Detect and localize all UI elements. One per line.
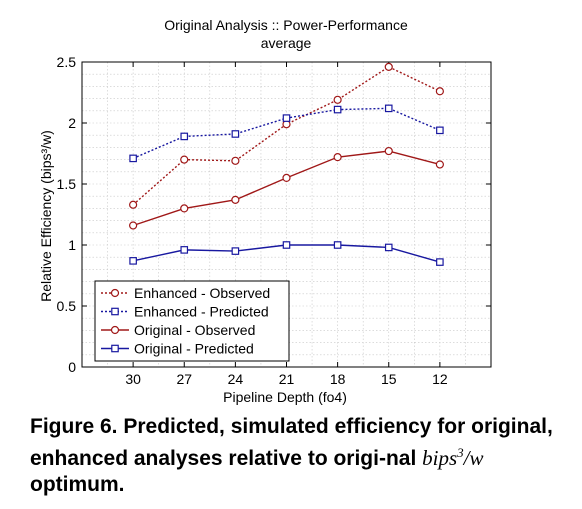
data-point	[282, 114, 291, 122]
x-tick-label: 18	[330, 371, 346, 387]
data-point	[129, 200, 138, 209]
data-point	[333, 241, 342, 249]
y-tick-label: 1	[68, 237, 76, 253]
data-point	[333, 95, 342, 104]
data-point	[282, 173, 291, 182]
chart-title: Original Analysis :: Power-Performance	[164, 17, 408, 33]
data-point	[384, 62, 393, 71]
data-point	[180, 155, 189, 164]
caption-text: Figure 6. Predicted, simulated efficienc…	[30, 415, 553, 470]
caption-math-exp: 3	[457, 445, 464, 460]
y-tick-label: 2	[68, 115, 76, 131]
legend-label: Original - Observed	[134, 322, 255, 338]
legend-marker	[111, 307, 119, 316]
legend-label: Enhanced - Predicted	[134, 304, 269, 320]
legend-marker	[110, 288, 120, 298]
data-point	[231, 247, 240, 255]
x-tick-label: 21	[279, 371, 295, 387]
x-tick-label: 30	[125, 371, 141, 387]
caption-suffix: optimum.	[30, 473, 125, 496]
efficiency-chart: Original Analysis :: Power-Performance a…	[38, 17, 492, 405]
legend-marker	[111, 344, 119, 353]
series-0	[129, 62, 444, 209]
data-point	[384, 243, 393, 252]
legend-label: Enhanced - Observed	[134, 285, 270, 301]
data-point	[180, 246, 189, 254]
data-point	[129, 257, 137, 265]
data-point	[436, 258, 444, 266]
y-tick-label: 0	[68, 359, 76, 375]
caption-math-base: bips	[422, 446, 458, 470]
data-point	[333, 153, 342, 162]
data-point	[435, 160, 444, 169]
x-tick-label: 24	[228, 371, 244, 387]
legend-label: Original - Predicted	[134, 341, 254, 357]
data-point	[435, 87, 444, 96]
y-tick-label: 2.5	[57, 54, 77, 70]
y-tick-labels: 0 0.5 1 1.5 2 2.5	[57, 54, 491, 375]
series-1	[129, 104, 444, 163]
data-point	[384, 146, 393, 156]
data-point	[129, 221, 138, 230]
data-point	[333, 105, 342, 114]
data-point	[384, 104, 393, 113]
chart-subtitle: average	[261, 35, 312, 51]
data-point	[231, 156, 240, 165]
x-tick-label: 15	[381, 371, 397, 387]
data-point	[180, 204, 189, 213]
y-axis-label: Relative Efficiency (bips³/w)	[38, 130, 54, 302]
y-tick-label: 0.5	[57, 298, 77, 314]
series-3	[129, 241, 444, 266]
figure-caption: Figure 6. Predicted, simulated efficienc…	[30, 414, 570, 498]
caption-math: bips3/w	[422, 445, 484, 470]
x-tick-label: 27	[176, 371, 192, 387]
x-tick-label: 12	[432, 371, 448, 387]
data-point	[231, 195, 240, 204]
data-point	[436, 126, 444, 135]
legend-box	[94, 280, 290, 362]
series-2	[129, 146, 444, 230]
x-tick-labels: 30 27 24 21 18 15 12	[125, 62, 448, 387]
caption-math-rest: /w	[463, 446, 484, 470]
x-axis-label: Pipeline Depth (fo4)	[223, 389, 347, 405]
series-lines	[129, 62, 444, 266]
data-point	[231, 130, 240, 138]
data-point	[180, 132, 189, 141]
legend-marker	[110, 325, 120, 335]
data-point	[129, 154, 137, 163]
legend: Enhanced - Observed Enhanced - Predicted O…	[94, 280, 290, 362]
data-point	[282, 241, 291, 249]
y-tick-label: 1.5	[57, 176, 77, 192]
